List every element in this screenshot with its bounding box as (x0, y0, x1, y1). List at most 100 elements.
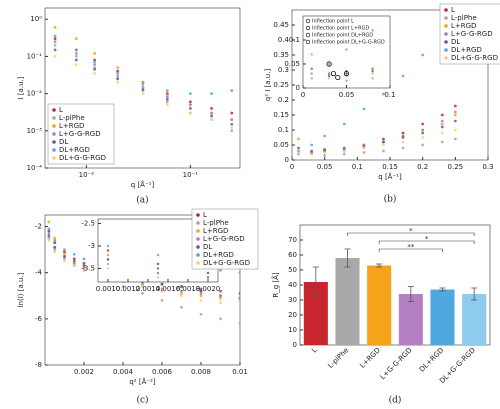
data-point (382, 140, 385, 144)
data-point (53, 250, 57, 254)
y-axis-label: R_g [Å] (271, 272, 280, 298)
data-point (342, 152, 346, 156)
data-point (371, 70, 374, 73)
data-point (297, 137, 300, 141)
y-tick-label: 0.3 (278, 66, 289, 74)
data-point (82, 257, 86, 261)
inflection-point (326, 61, 332, 67)
data-point (141, 85, 145, 89)
data-point (160, 282, 164, 286)
data-point (93, 58, 97, 62)
x-tick-label: 10⁻² (79, 171, 95, 179)
data-point (141, 292, 144, 295)
data-point (382, 143, 385, 147)
data-point (63, 248, 66, 252)
legend-label: DL (451, 38, 460, 46)
data-point (453, 104, 457, 108)
data-point (219, 294, 222, 298)
data-point (345, 72, 348, 75)
data-point (310, 77, 313, 80)
legend-marker (444, 32, 448, 36)
x-tick-label: L+G-G-RGD (379, 346, 414, 381)
data-point (116, 66, 120, 69)
legend-label: L+RGD (451, 22, 476, 30)
y-tick-label: 0.05 (273, 141, 289, 149)
data-point (342, 122, 346, 126)
data-point (180, 285, 183, 288)
panel-caption: (d) (389, 395, 402, 406)
data-point (72, 262, 76, 265)
significance-label: * (425, 235, 429, 243)
x-tick-label: 0.1 (384, 91, 395, 99)
data-point (238, 271, 240, 275)
data-point (106, 262, 110, 266)
x-tick-label: 0.0018 (176, 285, 201, 293)
data-point (156, 267, 160, 270)
inset-plot (310, 29, 374, 83)
data-point (188, 92, 192, 95)
data-point (53, 37, 57, 41)
y-tick-label: -2.5 (81, 220, 95, 228)
data-point (74, 48, 78, 52)
data-point (74, 52, 78, 55)
x-tick-label: 0.0020 (196, 285, 221, 293)
data-point (310, 53, 313, 56)
y-tick-label: 10 (288, 326, 297, 334)
legend-label: L-plPhe (59, 114, 85, 122)
x-tick-label: 0.006 (152, 368, 173, 376)
legend-label: DL+RGD (203, 251, 234, 259)
x-tick-label: 0.3 (482, 163, 493, 171)
legend-marker (444, 16, 448, 20)
axes-frame (44, 7, 241, 169)
data-point (440, 140, 444, 144)
x-tick-label: 0.0012 (116, 285, 141, 293)
x-tick-label: 0.1 (352, 163, 363, 171)
data-point (180, 292, 183, 295)
data-point (453, 128, 457, 132)
data-point (93, 67, 97, 71)
data-point (93, 71, 97, 75)
data-point (382, 137, 385, 141)
data-point (362, 146, 366, 150)
data-point (63, 259, 66, 263)
legend-box (439, 3, 500, 65)
y-tick-label: 10⁰ (30, 15, 42, 23)
x-tick-label: 0.0016 (156, 285, 181, 293)
data-point (141, 87, 145, 91)
data-point (310, 143, 313, 147)
data-point (106, 258, 110, 261)
data-point (121, 285, 125, 288)
data-point (421, 122, 425, 126)
data-point (440, 122, 444, 126)
axes-frame (44, 214, 241, 366)
data-point (47, 234, 51, 238)
data-point (206, 271, 210, 275)
data-point (297, 149, 300, 153)
data-point (116, 71, 120, 75)
data-point (53, 241, 57, 245)
data-point (453, 137, 457, 141)
data-point (165, 103, 169, 107)
data-point (310, 67, 313, 71)
data-point (156, 271, 160, 275)
y-tick-label: 0 (296, 84, 300, 92)
inflection-point (330, 71, 337, 77)
data-point (72, 252, 76, 256)
inset-legend-label: Inflection point DL+RGD (312, 33, 373, 39)
data-point (53, 40, 57, 43)
data-point (440, 131, 444, 135)
legend-label: DL+RGD (59, 146, 90, 154)
legend-label: DL+RGD (451, 46, 482, 54)
plot-area (297, 14, 457, 157)
x-tick-label: 0.05 (339, 91, 355, 99)
data-point (323, 134, 327, 138)
data-point (141, 285, 144, 288)
x-tick-label: 0.05 (317, 163, 333, 171)
data-point (440, 119, 444, 123)
data-point (210, 114, 214, 118)
y-tick-label: 40 (288, 281, 297, 289)
x-tick-label: 0.01 (232, 368, 248, 376)
panel-caption: (c) (136, 395, 148, 406)
data-point (74, 54, 78, 58)
